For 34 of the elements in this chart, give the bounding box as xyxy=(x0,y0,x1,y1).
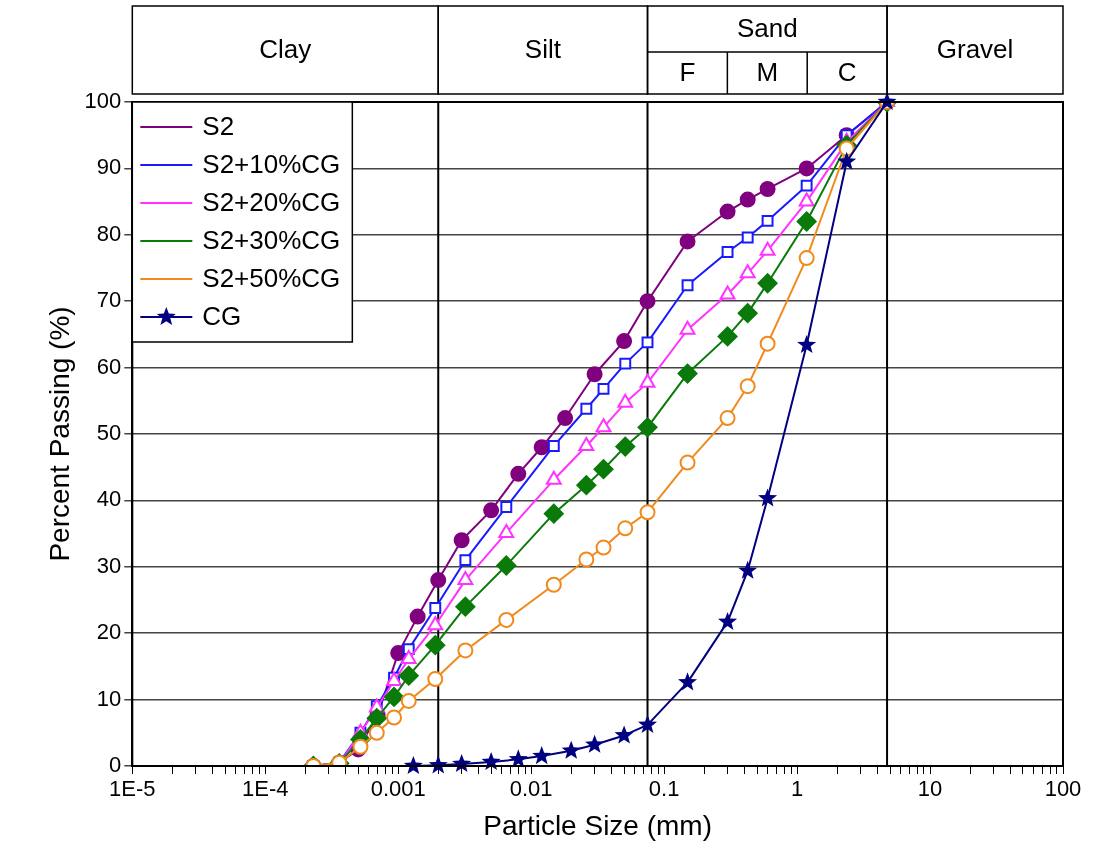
y-tick-label: 70 xyxy=(96,287,122,313)
x-tick-label: 0.01 xyxy=(509,776,553,802)
y-tick-label: 80 xyxy=(96,220,122,246)
y-tick-label: 0 xyxy=(109,752,122,778)
legend-label: S2+50%CG xyxy=(202,263,341,294)
x-tick-label: 1 xyxy=(790,776,804,802)
legend-label: S2+10%CG xyxy=(202,149,341,180)
text: M xyxy=(756,57,779,88)
legend-label: CG xyxy=(202,301,242,332)
y-tick-label: 90 xyxy=(96,154,122,180)
text: F xyxy=(679,57,696,88)
y-axis-title: Percent Passing (%) xyxy=(43,306,75,562)
x-tick-label: 0.1 xyxy=(648,776,680,802)
legend-label: S2+20%CG xyxy=(202,187,341,218)
x-tick-label: 100 xyxy=(1044,776,1082,802)
y-tick-label: 20 xyxy=(96,619,122,645)
y-tick-label: 10 xyxy=(96,685,122,711)
text: Sand xyxy=(736,13,798,44)
text: Clay xyxy=(259,34,312,65)
y-tick-label: 30 xyxy=(96,552,122,578)
y-tick-label: 50 xyxy=(96,420,122,446)
x-tick-label: 1E-5 xyxy=(109,776,156,802)
text: Gravel xyxy=(936,34,1014,65)
y-tick-label: 40 xyxy=(96,486,122,512)
text: Silt xyxy=(524,34,562,65)
x-tick-label: 10 xyxy=(917,776,943,802)
y-tick-label: 60 xyxy=(96,353,122,379)
text: C xyxy=(837,57,857,88)
x-tick-label: 1E-4 xyxy=(242,776,289,802)
legend-label: S2 xyxy=(202,111,235,142)
x-axis-title: Particle Size (mm) xyxy=(483,809,712,841)
y-tick-label: 100 xyxy=(84,88,122,114)
legend-label: S2+30%CG xyxy=(202,225,341,256)
x-tick-label: 0.001 xyxy=(370,776,426,802)
